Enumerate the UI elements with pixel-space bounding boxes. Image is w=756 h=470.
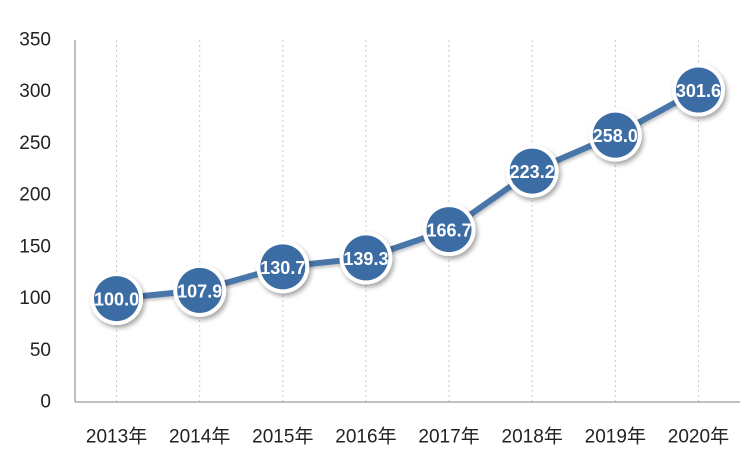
data-point: [260, 244, 306, 290]
x-tick-label: 2018年: [502, 426, 563, 448]
y-tick-label: 150: [19, 236, 51, 257]
data-point: [509, 148, 555, 194]
x-tick-label: 2017年: [418, 426, 479, 448]
y-tick-label: 250: [19, 133, 51, 154]
y-tick-label: 50: [30, 340, 51, 361]
data-label: 107.9: [177, 281, 222, 301]
data-markers: 100.0 107.9 130.7 139.3 166.7 223.2 258.0 301.6: [90, 63, 725, 326]
data-point: [426, 207, 472, 253]
x-tick-label: 2015年: [252, 426, 313, 448]
x-tick-label: 2014年: [169, 426, 230, 448]
data-point: [592, 112, 638, 158]
data-label: 130.7: [260, 258, 305, 278]
y-tick-label: 0: [40, 392, 51, 413]
data-label: 301.6: [676, 81, 721, 101]
y-tick-label: 350: [19, 30, 51, 51]
data-point: [94, 276, 140, 322]
x-tick-label: 2013年: [86, 426, 147, 448]
x-tick-label: 2020年: [668, 426, 729, 448]
data-point: [177, 267, 223, 313]
data-label: 100.0: [94, 290, 139, 310]
grid-lines: [116, 40, 699, 402]
data-label: 258.0: [593, 126, 638, 146]
x-tick-label: 2019年: [585, 426, 646, 448]
data-label: 139.3: [343, 249, 388, 269]
y-tick-label: 300: [19, 81, 51, 102]
x-axis-tick-labels: 2013年 2014年 2015年 2016年 2017年 2018年 2019年 2020年: [86, 426, 729, 448]
data-point: [675, 67, 721, 113]
y-tick-label: 200: [19, 185, 51, 206]
data-label: 166.7: [427, 221, 472, 241]
axes: [74, 40, 740, 403]
y-axis-tick-labels: 0 50 100 150 200 250 300 350: [19, 30, 51, 413]
x-tick-label: 2016年: [335, 426, 396, 448]
data-point: [343, 235, 389, 281]
y-tick-label: 100: [19, 288, 51, 309]
data-label: 223.2: [510, 162, 555, 182]
